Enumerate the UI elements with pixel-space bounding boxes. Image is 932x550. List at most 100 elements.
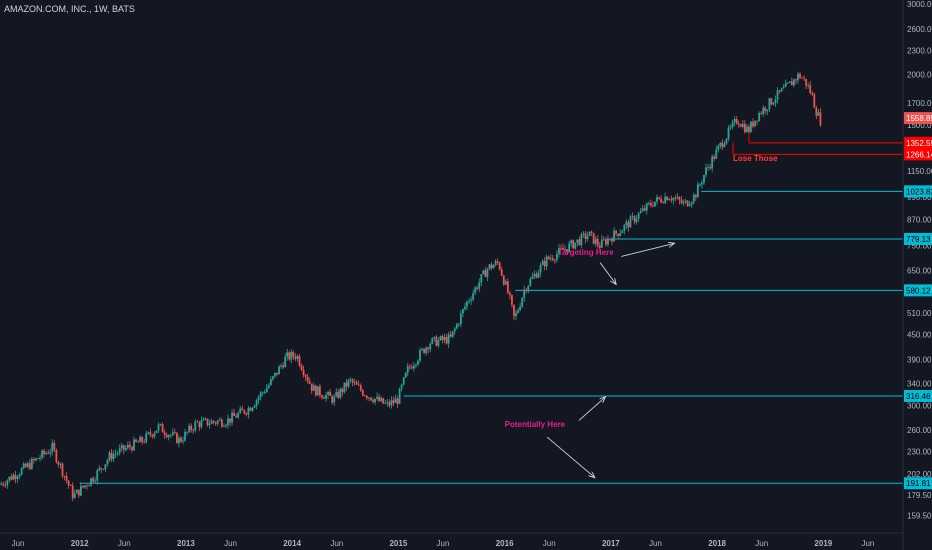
candle xyxy=(35,457,37,462)
time-axis[interactable]: Jun 2012 Jun 2013 Jun 2014 Jun 2015 Jun 2016 Jun 20… xyxy=(0,532,903,548)
candle-body xyxy=(26,463,29,467)
candle xyxy=(692,192,695,205)
candle-body xyxy=(210,420,213,424)
candle-body xyxy=(300,365,303,370)
candle xyxy=(729,124,732,131)
candle xyxy=(815,105,818,120)
candle-body xyxy=(135,439,137,442)
candle-body xyxy=(206,418,209,426)
time-tick-label: Jun xyxy=(330,539,343,548)
candle-body xyxy=(427,347,430,350)
price-tick-label: 260.00 xyxy=(907,426,932,435)
candle xyxy=(727,124,730,142)
candle xyxy=(227,414,229,429)
candle xyxy=(282,362,285,370)
candle-body xyxy=(506,281,509,293)
candle-body xyxy=(337,391,340,398)
candle-body xyxy=(513,304,515,317)
candle xyxy=(53,440,56,453)
candle-body xyxy=(748,126,750,132)
price-axis[interactable]: 159.50 179.50 202.00 230.00 260.00 300.00 340.… xyxy=(902,0,932,550)
candle xyxy=(637,212,640,223)
candle xyxy=(513,304,515,321)
candle xyxy=(265,383,268,393)
candle-body xyxy=(2,483,5,485)
candle xyxy=(807,82,810,89)
candle-body xyxy=(504,281,507,285)
candle xyxy=(447,331,450,348)
candle-body xyxy=(741,123,744,127)
candle xyxy=(96,468,99,485)
candle xyxy=(494,259,497,267)
candle xyxy=(104,464,107,472)
candle-body xyxy=(382,398,385,404)
candle-body xyxy=(472,293,475,300)
candle xyxy=(756,120,759,126)
candle-body xyxy=(778,90,781,92)
candle-body xyxy=(30,458,33,469)
candle xyxy=(670,195,673,203)
candle xyxy=(272,375,274,382)
candle xyxy=(515,309,517,321)
candle xyxy=(449,330,452,338)
time-tick-label: Jun xyxy=(755,539,768,548)
candle xyxy=(39,454,41,462)
candle-body xyxy=(47,452,50,454)
candle xyxy=(605,237,607,247)
candle xyxy=(555,250,558,263)
candle-body xyxy=(527,285,530,292)
candle xyxy=(218,417,221,422)
candle-body xyxy=(192,430,195,431)
candle xyxy=(658,196,660,200)
candle-body xyxy=(351,379,354,383)
candle xyxy=(709,163,712,171)
candle xyxy=(629,214,632,228)
candle xyxy=(288,350,291,362)
candle xyxy=(762,105,765,117)
candle-body xyxy=(578,239,581,246)
candle-body xyxy=(486,268,489,278)
candle xyxy=(12,472,15,481)
candle xyxy=(795,78,797,85)
candle-body xyxy=(611,239,613,242)
candle xyxy=(568,240,571,253)
candle-body xyxy=(412,365,415,369)
candle xyxy=(306,373,309,384)
candle-body xyxy=(594,238,597,244)
candle xyxy=(208,419,211,429)
candle-body xyxy=(165,434,168,438)
price-tick-label: 159.50 xyxy=(907,511,932,520)
candle xyxy=(594,235,597,247)
candle xyxy=(799,72,801,80)
candle xyxy=(466,300,468,311)
candle xyxy=(376,392,379,401)
candle-body xyxy=(163,432,166,435)
candle-body xyxy=(157,424,160,431)
candle xyxy=(768,97,771,113)
candle xyxy=(415,363,417,369)
candle xyxy=(609,238,611,242)
candle xyxy=(229,418,231,427)
candle-body xyxy=(574,242,577,249)
candle-body xyxy=(212,420,215,423)
candle-body xyxy=(75,489,78,494)
candle xyxy=(457,322,460,327)
candle-body xyxy=(433,336,436,339)
candle-body xyxy=(617,233,620,237)
candle xyxy=(455,322,458,330)
candle xyxy=(175,431,178,444)
candle-body xyxy=(605,239,607,245)
candle-body xyxy=(676,197,679,199)
candle-body xyxy=(529,278,532,286)
candle-body xyxy=(290,352,293,360)
candle-body xyxy=(547,256,550,260)
time-tick-label: 2016 xyxy=(496,539,514,548)
candle-body xyxy=(772,102,775,105)
candle-body xyxy=(703,175,705,183)
candle-body xyxy=(380,398,383,402)
candle-body xyxy=(141,436,144,442)
candle-body xyxy=(239,408,242,413)
candle-body xyxy=(233,412,236,416)
candle xyxy=(77,489,80,498)
